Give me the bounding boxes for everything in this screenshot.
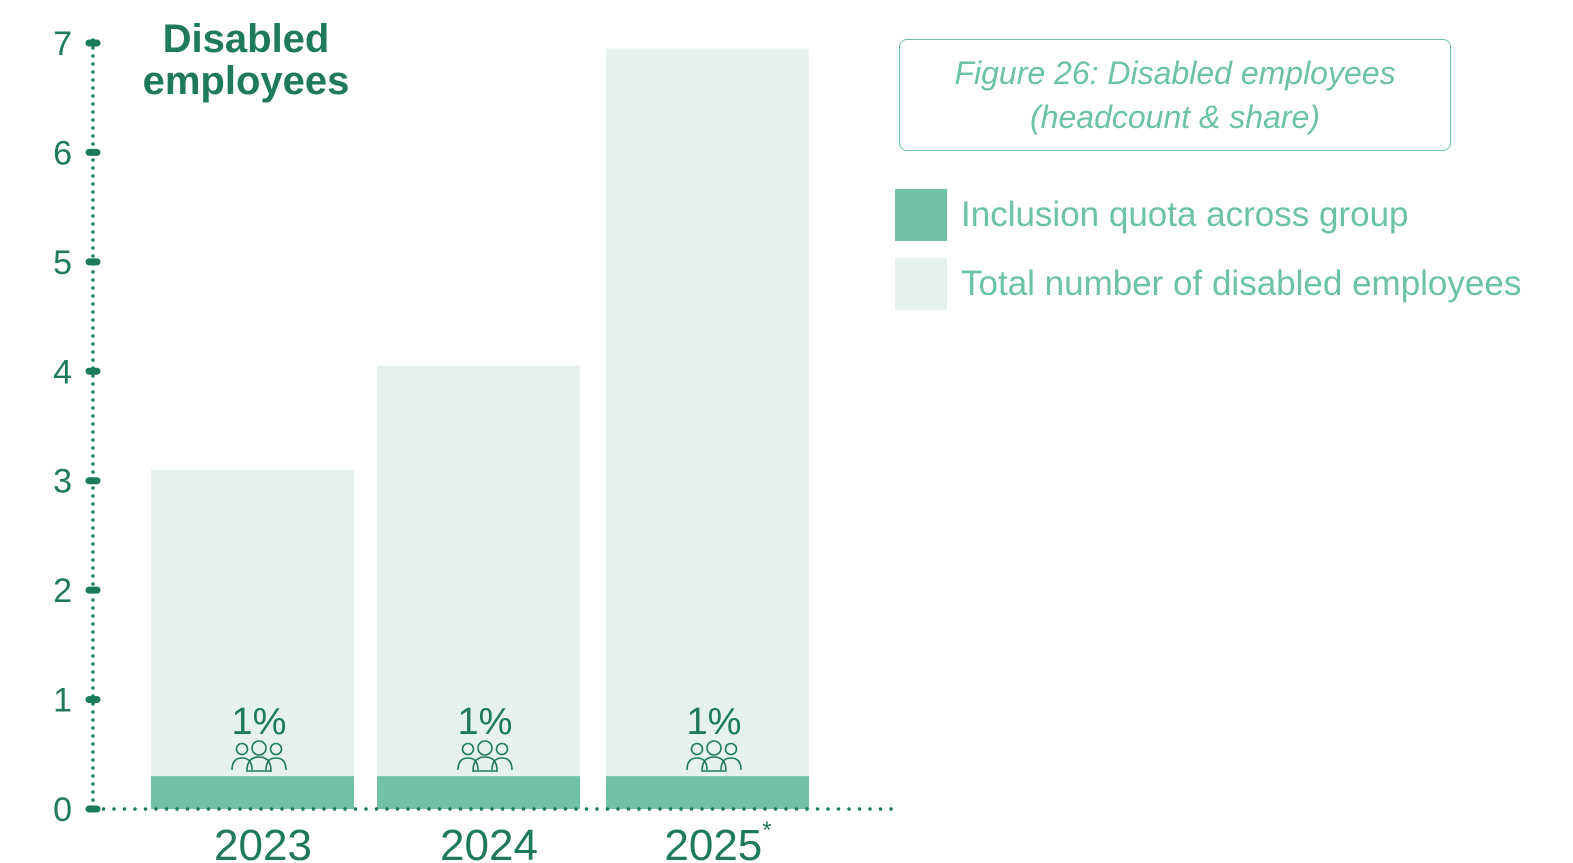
figure-caption: Figure 26: Disabled employees (headcount… <box>899 39 1451 151</box>
y-tick-label-0: 0 <box>53 791 72 829</box>
bar-label-2023: 1% <box>232 701 287 743</box>
x-tick-label-2023: 2023 <box>214 821 312 863</box>
labels-layer: 1% 2023 1% 2024 1% 2025* 0 1 2 3 4 5 6 7 <box>53 25 772 863</box>
x-tick-label-2025: 2025* <box>664 817 771 863</box>
people-group-icon <box>457 740 513 772</box>
y-tick-label-1: 1 <box>53 682 72 720</box>
people-group-icon <box>231 740 287 772</box>
y-tick-label-5: 5 <box>53 244 72 282</box>
y-tick-label-4: 4 <box>53 353 72 391</box>
legend-item-total-disabled: Total number of disabled employees <box>895 258 1521 310</box>
bar-total-2025 <box>606 48 809 809</box>
bar-label-2025: 1% <box>687 701 742 743</box>
legend-item-inclusion-quota: Inclusion quota across group <box>895 189 1521 241</box>
legend-swatch-inclusion-quota <box>895 189 947 241</box>
x-tick-label-2024: 2024 <box>440 821 538 863</box>
y-tick-label-3: 3 <box>53 463 72 501</box>
legend-label-inclusion-quota: Inclusion quota across group <box>961 195 1409 234</box>
bar-quota-2023 <box>151 776 354 809</box>
y-tick-label-7: 7 <box>53 25 72 63</box>
bar-quota-2025 <box>606 776 809 809</box>
legend: Inclusion quota across group Total numbe… <box>895 189 1521 327</box>
legend-label-total-disabled: Total number of disabled employees <box>961 264 1522 303</box>
chart-title: Disabled employees <box>142 17 350 103</box>
legend-swatch-total-disabled <box>895 258 947 310</box>
bars-layer <box>151 48 809 809</box>
bar-quota-2024 <box>377 776 580 809</box>
bar-label-2024: 1% <box>458 701 513 743</box>
bar-total-2024 <box>377 365 580 809</box>
y-tick-label-6: 6 <box>53 134 72 172</box>
people-group-icon <box>686 740 742 772</box>
bar-total-2023 <box>151 469 354 809</box>
axes-layer <box>85 38 900 813</box>
y-tick-label-2: 2 <box>53 572 72 610</box>
